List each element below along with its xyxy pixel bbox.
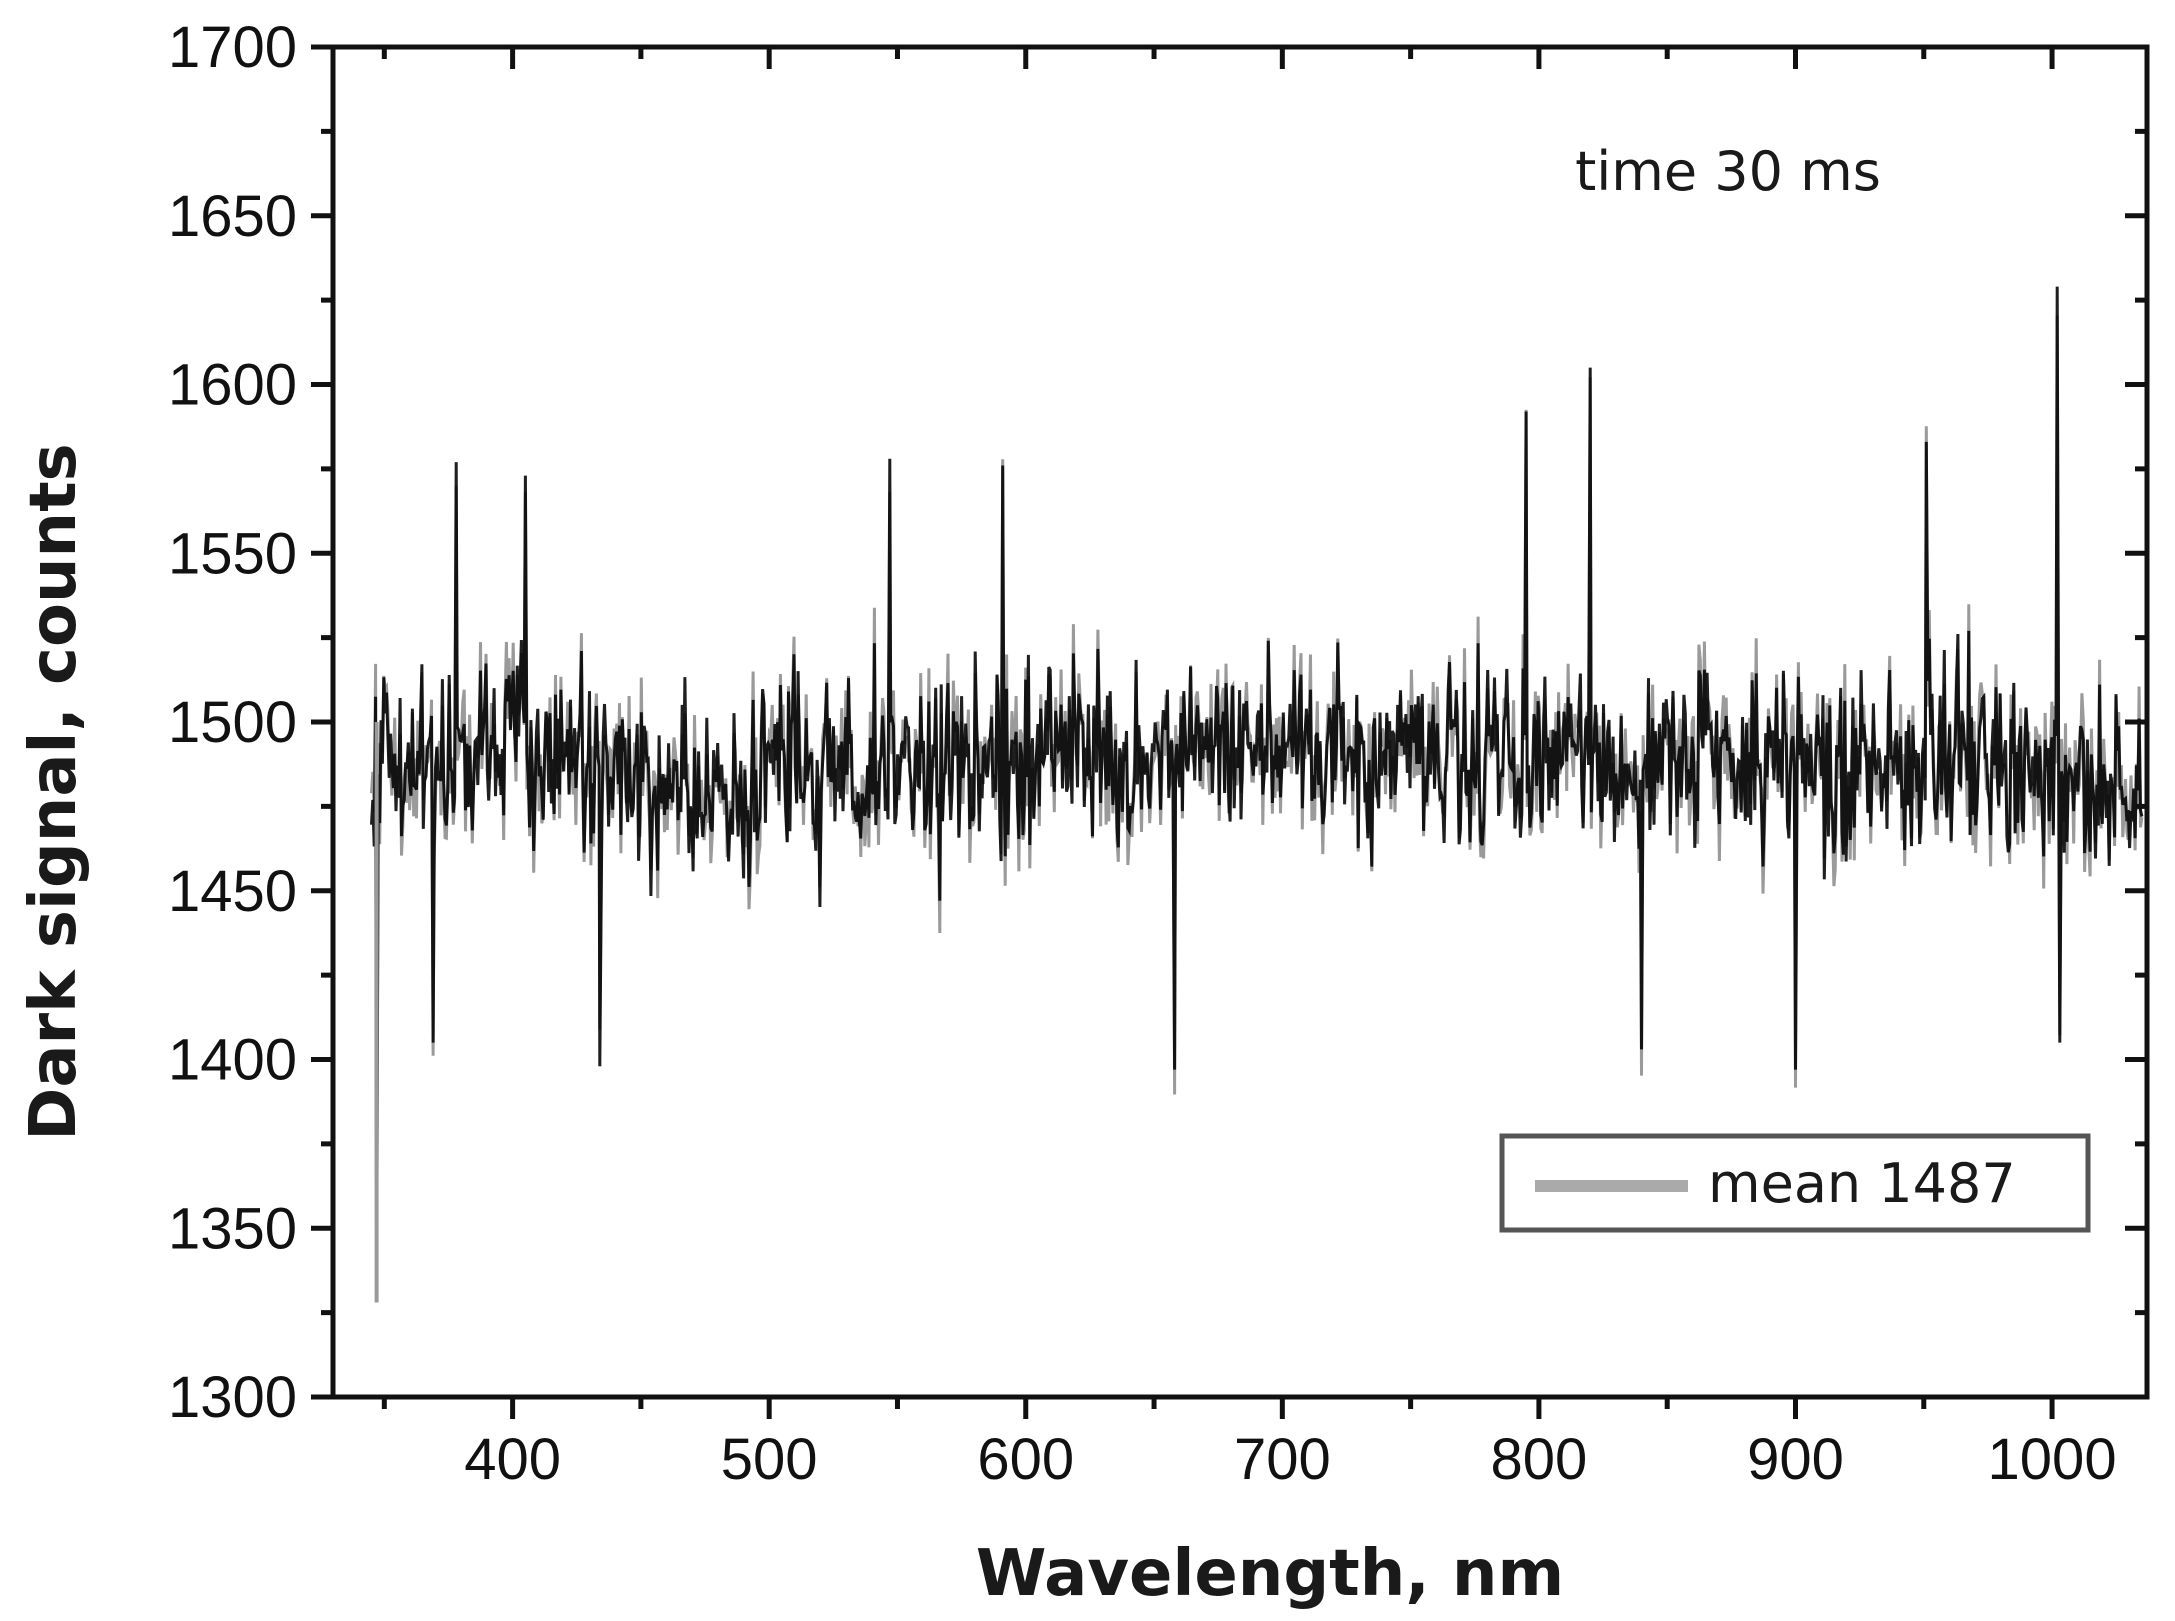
y-tick-label: 1500 [168, 690, 297, 755]
x-tick-label: 900 [1747, 1427, 1844, 1492]
x-tick-labels: 400 500 600 700 800 900 1000 [464, 1427, 2116, 1492]
signal-trace [370, 286, 2144, 1303]
y-tick-label: 1400 [168, 1028, 297, 1093]
y-tick-label: 1450 [168, 859, 297, 924]
y-tick-label: 1300 [168, 1365, 297, 1430]
x-axis-title: Wavelength, nm [976, 1537, 1564, 1611]
x-tick-label: 400 [464, 1427, 561, 1492]
axis-ticks [311, 44, 2147, 1419]
legend: mean 1487 [1499, 1133, 2091, 1233]
x-tick-label: 700 [1234, 1427, 1331, 1492]
time-annotation: time 30 ms [1575, 140, 1881, 203]
y-tick-label: 1700 [168, 15, 297, 80]
y-tick-label: 1350 [168, 1196, 297, 1261]
legend-label: mean 1487 [1708, 1152, 2016, 1215]
y-tick-label: 1600 [168, 353, 297, 418]
y-tick-label: 1550 [168, 521, 297, 586]
signal-series [370, 286, 2144, 1303]
x-tick-label: 600 [977, 1427, 1074, 1492]
x-tick-label: 800 [1491, 1427, 1588, 1492]
y-axis-title: Dark signal, counts [17, 443, 91, 1141]
x-tick-label: 1000 [1988, 1427, 2117, 1492]
y-tick-label: 1650 [168, 184, 297, 249]
x-tick-label: 500 [721, 1427, 818, 1492]
y-tick-labels: 1300 1350 1400 1450 1500 1550 1600 1650 1700 [168, 15, 297, 1430]
